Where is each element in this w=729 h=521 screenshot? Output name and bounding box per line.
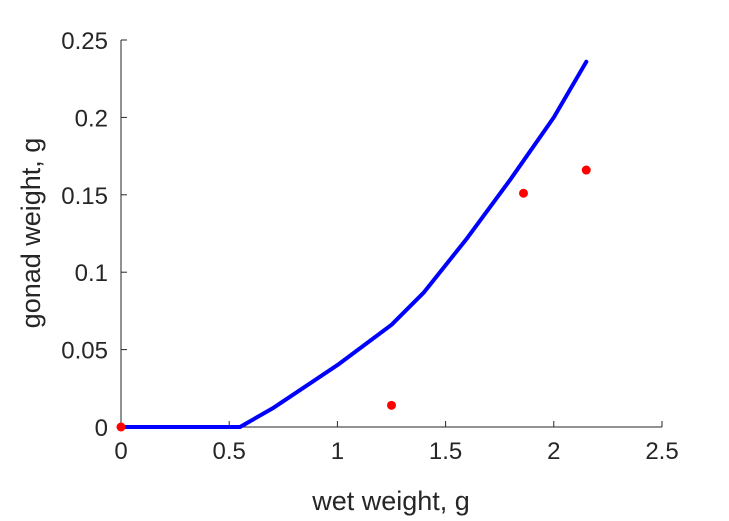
data-point (116, 422, 126, 432)
x-tick-label: 0.5 (213, 438, 246, 465)
x-ticks: 0 0.5 1 1.5 2 2.5 (114, 421, 679, 465)
x-axis-title: wet weight, g (311, 486, 470, 516)
x-tick-label: 2 (547, 438, 560, 465)
y-ticks: 0 0.05 0.1 0.15 0.2 0.25 (61, 28, 127, 442)
y-tick-label: 0 (95, 415, 108, 442)
y-tick-label: 0.05 (61, 338, 108, 365)
x-tick-label: 1 (331, 438, 344, 465)
x-tick-label: 2.5 (645, 438, 678, 465)
axes (120, 40, 662, 428)
data-point (387, 400, 396, 410)
y-tick-label: 0.25 (61, 28, 108, 55)
y-tick-label: 0.2 (75, 105, 108, 132)
x-tick-label: 0 (114, 438, 127, 465)
data-point (581, 165, 591, 175)
y-tick-label: 0.15 (61, 183, 108, 210)
model-curve-line (119, 59, 589, 429)
y-tick-label: 0.1 (75, 260, 108, 287)
y-axis-title: gonad weight, g (16, 138, 46, 329)
x-tick-label: 1.5 (429, 438, 462, 465)
data-point (519, 188, 529, 198)
series-layer (116, 59, 591, 432)
